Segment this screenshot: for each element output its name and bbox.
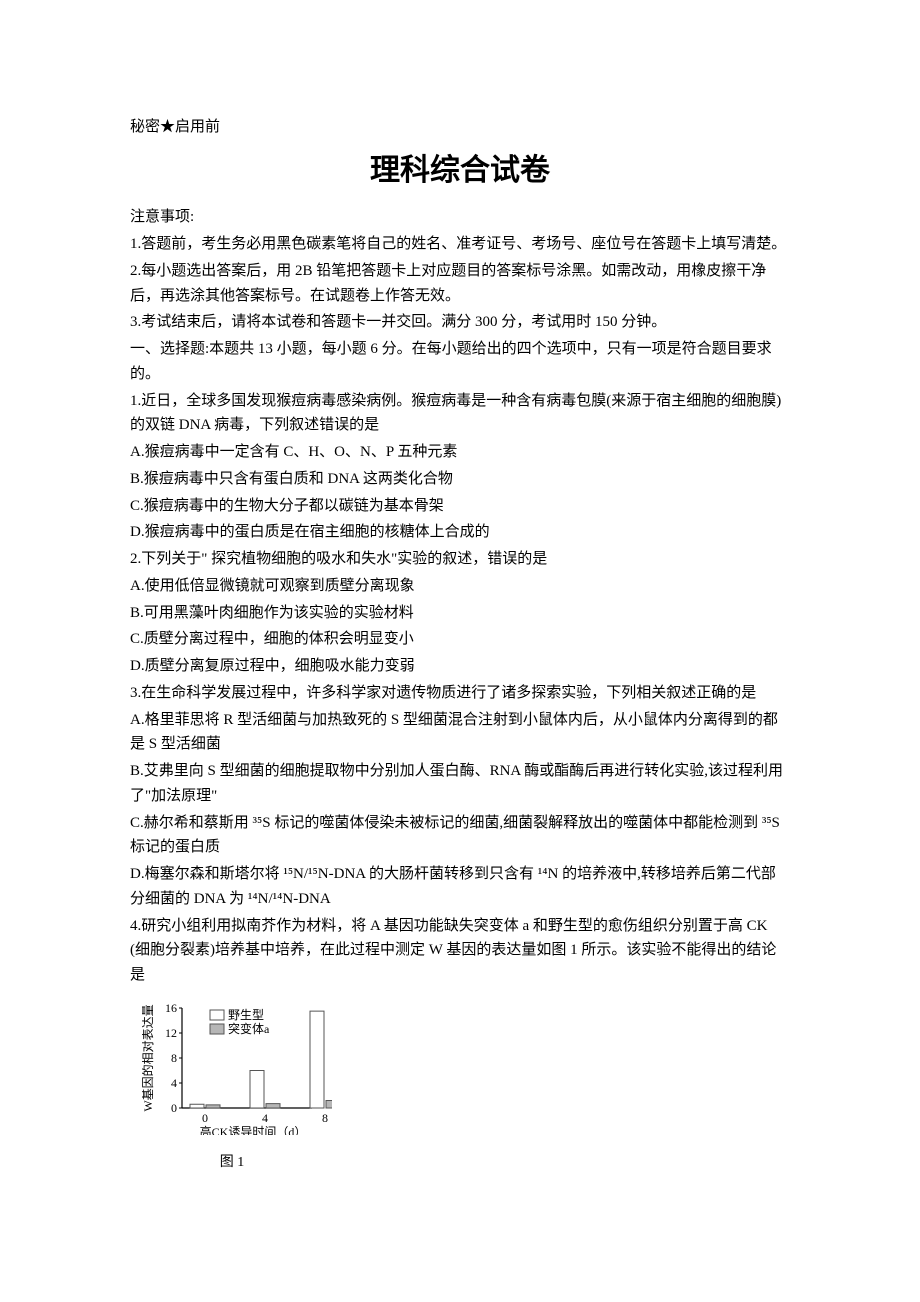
question-option: C.猴痘病毒中的生物大分子都以碳链为基本骨架 [130, 494, 790, 519]
question-option: B.可用黑藻叶肉细胞作为该实验的实验材料 [130, 601, 790, 626]
svg-text:8: 8 [322, 1111, 328, 1125]
notice-label: 注意事项: [130, 205, 790, 230]
svg-text:0: 0 [171, 1101, 177, 1115]
svg-text:0: 0 [202, 1111, 208, 1125]
svg-text:12: 12 [165, 1026, 177, 1040]
question-option: A.猴痘病毒中一定含有 C、H、O、N、P 五种元素 [130, 440, 790, 465]
question-option: C.质壁分离过程中，细胞的体积会明显变小 [130, 627, 790, 652]
question-stem: 3.在生命科学发展过程中，许多科学家对遗传物质进行了诸多探索实验，下列相关叙述正… [130, 681, 790, 706]
svg-text:8: 8 [171, 1051, 177, 1065]
question-stem: 2.下列关于" 探究植物细胞的吸水和失水"实验的叙述，错误的是 [130, 547, 790, 572]
notice-item: 2.每小题选出答案后，用 2B 铅笔把答题卡上对应题目的答案标号涂黑。如需改动，… [130, 259, 790, 309]
header-note: 秘密★启用前 [130, 115, 790, 140]
svg-text:突变体a: 突变体a [228, 1021, 270, 1036]
question-option: A.使用低倍显微镜就可观察到质壁分离现象 [130, 574, 790, 599]
svg-text:4: 4 [171, 1076, 177, 1090]
question-stem: 1.近日，全球多国发现猴痘病毒感染病例。猴痘病毒是一种含有病毒包膜(来源于宿主细… [130, 389, 790, 439]
question-stem: 4.研究小组利用拟南芥作为材料，将 A 基因功能缺失突变体 a 和野生型的愈伤组… [130, 914, 790, 988]
question-option: D.猴痘病毒中的蛋白质是在宿主细胞的核糖体上合成的 [130, 520, 790, 545]
question-option: B.艾弗里向 S 型细菌的细胞提取物中分别加人蛋白酶、RNA 酶或酯酶后再进行转… [130, 759, 790, 809]
notice-item: 3.考试结束后，请将本试卷和答题卡一并交回。满分 300 分，考试用时 150 … [130, 310, 790, 335]
section-instruction: 一、选择题:本题共 13 小题，每小题 6 分。在每小题给出的四个选项中，只有一… [130, 337, 790, 387]
svg-text:W基因的相对表达量: W基因的相对表达量 [142, 1004, 155, 1111]
svg-text:高CK诱导时间（d）: 高CK诱导时间（d） [200, 1124, 307, 1135]
svg-text:16: 16 [165, 1001, 177, 1015]
question-option: C.赫尔希和蔡斯用 ³⁵S 标记的噬菌体侵染未被标记的细菌,细菌裂解释放出的噬菌… [130, 811, 790, 861]
figure-label: 图 1 [142, 1151, 322, 1174]
question-option: A.格里菲思将 R 型活细菌与加热致死的 S 型细菌混合注射到小鼠体内后，从小鼠… [130, 708, 790, 758]
bar-chart: W基因的相对表达量0481216048高CK诱导时间（d）野生型突变体a [142, 1000, 322, 1135]
notice-item: 1.答题前，考生务必用黑色碳素笔将自己的姓名、准考证号、考场号、座位号在答题卡上… [130, 232, 790, 257]
question-option: D.质壁分离复原过程中，细胞吸水能力变弱 [130, 654, 790, 679]
page-title: 理科综合试卷 [130, 146, 790, 196]
question-option: D.梅塞尔森和斯塔尔将 ¹⁵N/¹⁵N-DNA 的大肠杆菌转移到只含有 ¹⁴N … [130, 862, 790, 912]
chart-svg: W基因的相对表达量 0 4 8 12 16 0 4 8 高CK诱导时间（d） 野生型突变体a [142, 1000, 332, 1135]
svg-text:4: 4 [262, 1111, 268, 1125]
question-option: B.猴痘病毒中只含有蛋白质和 DNA 这两类化合物 [130, 467, 790, 492]
svg-text:野生型: 野生型 [228, 1008, 264, 1022]
